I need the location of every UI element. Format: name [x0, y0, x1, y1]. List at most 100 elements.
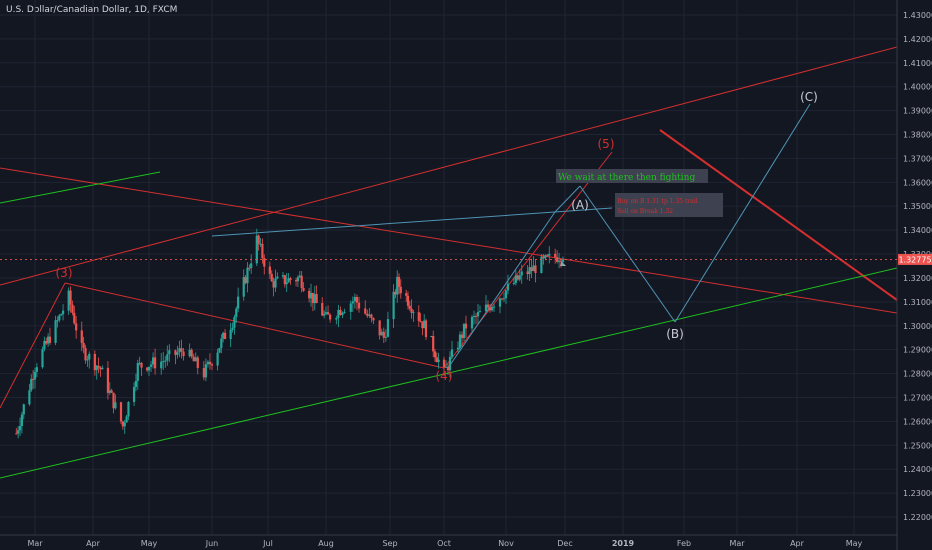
time-tick-label: May: [846, 539, 863, 548]
candle-body: [343, 311, 346, 313]
price-tick-label: 1.30000: [903, 322, 932, 331]
time-axis[interactable]: Mar Apr May Jun Jul Aug Sep Oct Nov Dec 2019 Feb Mar…: [27, 539, 862, 548]
price-tick-label: 1.22000: [903, 513, 932, 522]
blue-wave-up: [447, 211, 556, 369]
note-main-box: [556, 169, 708, 183]
candle-body: [408, 305, 411, 309]
note-main-text: We wait at there then fighting: [558, 173, 695, 183]
candle-body: [302, 288, 305, 291]
price-tick-label: 1.43000: [903, 11, 932, 20]
candle-body: [490, 307, 494, 311]
candle-body: [357, 302, 361, 309]
candle-body: [554, 253, 557, 258]
candle-body: [498, 298, 502, 307]
candle-body: [460, 334, 464, 339]
candle-body: [337, 309, 340, 319]
wave-A-label: (A): [571, 198, 589, 212]
time-tick-label: Dec: [557, 539, 572, 548]
candle-body: [176, 352, 179, 355]
candle-body: [298, 275, 301, 278]
time-tick-label: Apr: [790, 539, 805, 548]
candle-body: [283, 275, 286, 285]
candle-body: [528, 267, 531, 275]
candle-body: [43, 340, 46, 350]
candle-body: [257, 235, 260, 244]
candle-body: [48, 336, 52, 343]
candle-body: [274, 278, 277, 288]
candle-body: [470, 316, 474, 329]
wave-3-leg: [0, 282, 66, 409]
candle-body: [147, 366, 151, 371]
candle-body: [119, 402, 123, 422]
candle-body: [33, 371, 37, 380]
candle-body: [263, 258, 266, 267]
candle-body: [518, 275, 521, 280]
candle-body: [95, 365, 98, 371]
candle-body: [464, 323, 468, 329]
candle-body: [244, 277, 247, 284]
price-tick-label: 1.42000: [903, 35, 932, 44]
price-tick-label: 1.28000: [903, 370, 932, 379]
candle-body: [444, 366, 448, 368]
candle-body: [486, 304, 490, 308]
candle-body: [370, 314, 373, 319]
candle-body: [308, 290, 311, 299]
candle-body: [58, 315, 61, 321]
candle-body: [423, 320, 426, 329]
candle-body: [82, 342, 85, 349]
candle-body: [556, 257, 559, 262]
candle-body: [476, 311, 480, 317]
candle-body: [125, 416, 128, 423]
candle-body: [127, 401, 130, 417]
candle-body: [140, 362, 143, 368]
candle-body: [248, 267, 251, 269]
candle-body: [75, 323, 78, 331]
chart-grid: [0, 0, 897, 535]
candle-body: [168, 350, 171, 355]
candle-body: [237, 296, 240, 309]
candle-body: [86, 359, 89, 361]
candle-body: [399, 286, 402, 294]
candle-body: [229, 329, 232, 339]
candle-body: [435, 357, 438, 363]
time-tick-label: Jun: [205, 539, 219, 548]
wave-3-label: (3): [56, 266, 73, 280]
candle-body: [108, 390, 111, 393]
candle-body: [180, 348, 183, 352]
candle-body: [93, 353, 96, 371]
green-short-line: [0, 171, 161, 204]
candle-body: [123, 422, 126, 427]
symbol-title: U.S. Dollar/Canadian Dollar, 1D, FXCM: [6, 5, 178, 15]
candle-body: [242, 277, 245, 297]
wave-C-label: (C): [800, 90, 818, 104]
candle-body: [559, 260, 563, 262]
price-tick-label: 1.23000: [903, 489, 932, 498]
candle-body: [300, 275, 303, 289]
candle-body: [458, 334, 462, 348]
candle-body: [208, 361, 212, 365]
candle-body: [166, 354, 169, 361]
candle-body: [114, 402, 117, 409]
candle-body: [394, 291, 397, 295]
candle-body: [520, 271, 523, 276]
price-axis[interactable]: 1.43000 1.42000 1.41000 1.40000 1.39000 1.380…: [903, 11, 932, 522]
candle-body: [372, 318, 375, 321]
candle-body: [530, 267, 533, 272]
candle-body: [456, 347, 460, 350]
candle-body: [366, 313, 369, 316]
candle-body: [210, 364, 214, 366]
candle-body: [112, 392, 115, 409]
wave-5-label: (5): [598, 137, 615, 151]
candle-body: [22, 404, 25, 415]
candle-body: [190, 349, 193, 357]
candle-body: [222, 332, 225, 339]
candle-body: [194, 357, 197, 362]
candle-body: [270, 273, 273, 282]
candle-body: [326, 312, 330, 315]
candle-body: [512, 283, 515, 285]
note-small-text-1: Buy on B 1.31 tp 1.35 trail: [617, 198, 698, 205]
candle-body: [364, 308, 367, 314]
candle-body: [516, 275, 519, 280]
candle-body: [309, 292, 313, 299]
